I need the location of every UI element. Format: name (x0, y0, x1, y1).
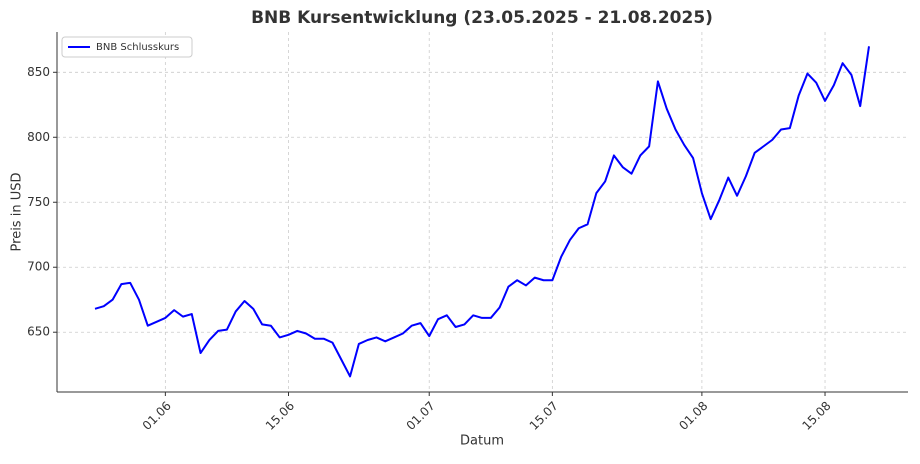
x-tick-label: 15.06 (263, 399, 297, 433)
x-tick-label: 15.08 (799, 399, 833, 433)
x-tick-label: 01.08 (676, 399, 710, 433)
x-tick-label: 15.07 (527, 399, 561, 433)
y-tick-label: 750 (27, 195, 50, 209)
y-tick-label: 800 (27, 130, 50, 144)
legend-box (61, 36, 193, 58)
data-line (94, 46, 870, 378)
y-tick-label: 850 (27, 65, 50, 79)
y-tick-label: 650 (27, 325, 50, 339)
legend-label: BNB Schlusskurs (96, 42, 179, 53)
x-tick-label: 01.06 (140, 399, 174, 433)
y-axis-label: Preis in USD (10, 173, 25, 252)
x-axis-label: Datum (460, 434, 504, 449)
chart-title: BNB Kursentwicklung (23.05.2025 - 21.08.… (251, 8, 713, 28)
y-tick-label: 700 (27, 260, 50, 274)
x-tick-label: 01.07 (404, 399, 438, 433)
